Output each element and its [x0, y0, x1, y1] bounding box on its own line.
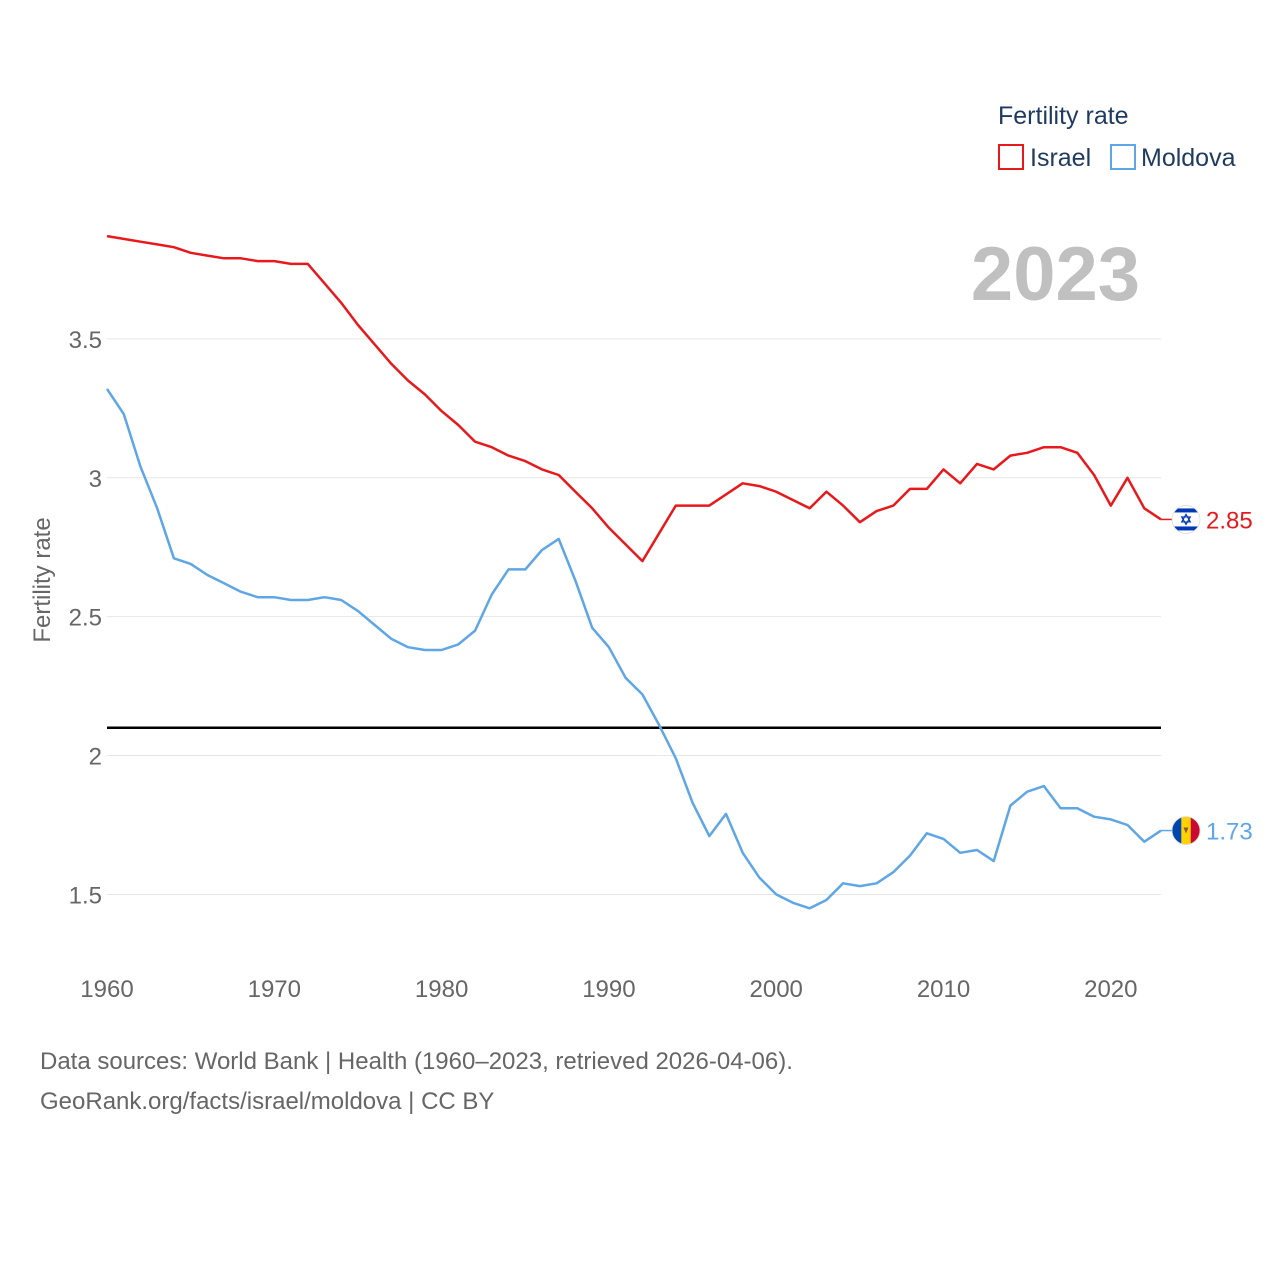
- y-axis-title: Fertility rate: [29, 517, 56, 642]
- y-tick-label-3.5: 3.5: [69, 327, 102, 354]
- x-tick-label-1970: 1970: [248, 976, 301, 1003]
- end-label-israel: 2.85: [1206, 507, 1253, 534]
- x-tick-label-2020: 2020: [1084, 976, 1137, 1003]
- flag-band-blue: [1172, 816, 1182, 845]
- flag-band-red: [1190, 816, 1200, 845]
- source-note: Data sources: World Bank | Health (1960–…: [40, 1042, 793, 1122]
- fertility-rate-chart: 1.5 2 2.5 3 3.5 1960 1970 1980 1990 2000 2010 2020…: [29, 102, 1253, 1003]
- end-labels: 2.85 1.73: [1161, 505, 1253, 846]
- series-line-israel: [106, 234, 1162, 563]
- flag-border: [1171, 816, 1201, 845]
- source-line-data: Data sources: World Bank | Health (1960–…: [40, 1048, 793, 1075]
- flag-stripe-top: [1172, 508, 1200, 513]
- x-tick-label-2000: 2000: [750, 976, 803, 1003]
- legend-title: Fertility rate: [998, 102, 1129, 130]
- y-tick-label-1.5: 1.5: [69, 882, 102, 909]
- flag-stripe-bottom: [1172, 526, 1200, 531]
- year-label: 2023: [971, 232, 1140, 317]
- x-tick-label-2010: 2010: [917, 976, 970, 1003]
- x-tick-label-1960: 1960: [80, 976, 133, 1003]
- y-tick-label-2: 2: [89, 744, 102, 771]
- y-tick-label-3: 3: [89, 466, 102, 493]
- legend: Fertility rate Israel Moldova: [998, 102, 1236, 172]
- x-tick-label-1980: 1980: [415, 976, 468, 1003]
- israel-flag-icon: [1171, 505, 1201, 534]
- x-tick-label-1990: 1990: [582, 976, 635, 1003]
- series-line-moldova: [105, 388, 1162, 910]
- y-axis-ticks: 1.5 2 2.5 3 3.5: [69, 327, 102, 910]
- source-line-site[interactable]: GeoRank.org/facts/israel/moldova | CC BY: [40, 1088, 495, 1115]
- series-lines: [105, 234, 1162, 910]
- flag-border: [1171, 505, 1201, 534]
- legend-swatch-israel: [998, 144, 1024, 170]
- legend-label-moldova: Moldova: [1141, 144, 1236, 172]
- star-of-david-down: [1180, 516, 1192, 526]
- legend-item-israel[interactable]: Israel: [998, 144, 1091, 172]
- grid-lines: [107, 338, 1161, 895]
- coat-of-arms: [1183, 827, 1189, 834]
- legend-swatch-moldova: [1110, 144, 1136, 170]
- legend-item-moldova[interactable]: Moldova: [1110, 144, 1236, 172]
- star-of-david-up: [1180, 513, 1192, 523]
- x-axis-ticks: 1960 1970 1980 1990 2000 2010 2020: [80, 976, 1137, 1003]
- end-label-moldova: 1.73: [1206, 819, 1253, 846]
- y-tick-label-2.5: 2.5: [69, 605, 102, 632]
- legend-label-israel: Israel: [1030, 144, 1091, 172]
- moldova-flag-icon: [1171, 816, 1201, 845]
